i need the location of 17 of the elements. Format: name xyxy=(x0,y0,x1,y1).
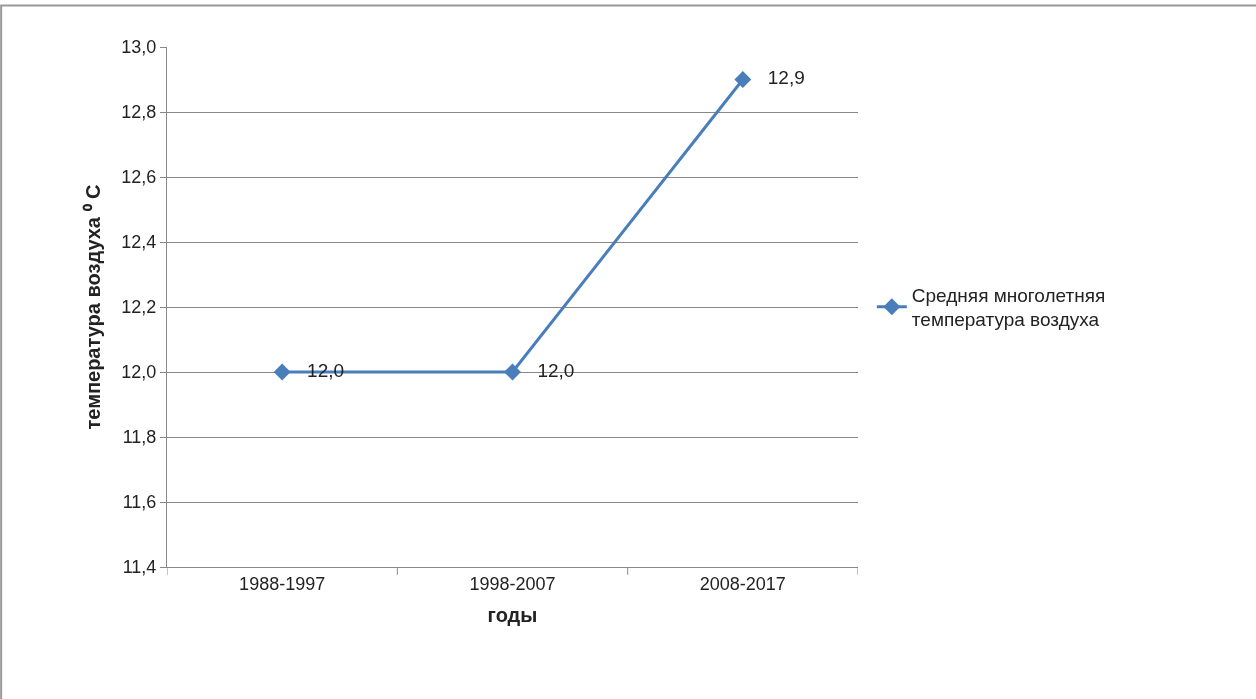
y-tick-label: 12,8 xyxy=(121,102,157,123)
legend-label: Средняя многолетняя температура воздуха xyxy=(911,284,1106,331)
y-tick-label: 13,0 xyxy=(121,37,157,58)
y-tick-label: 12,4 xyxy=(121,232,157,253)
x-tick-label: 2008-2017 xyxy=(699,573,786,594)
y-tick-label: 12,2 xyxy=(121,297,157,318)
x-axis-title: годы xyxy=(487,604,538,627)
y-axis-title: температура воздуха ⁰ C xyxy=(81,184,104,430)
y-tick-label: 11,8 xyxy=(122,427,157,448)
y-tick-label: 11,4 xyxy=(122,557,157,578)
data-label: 12,9 xyxy=(751,67,805,89)
y-tick-label: 12,0 xyxy=(121,362,157,383)
y-tick-label: 11,6 xyxy=(122,492,157,513)
data-label: 12,0 xyxy=(521,359,575,381)
x-tick-label: 1998-2007 xyxy=(469,573,556,594)
y-tick-label: 12,6 xyxy=(121,167,157,188)
x-tick-label: 1988-1997 xyxy=(239,573,326,594)
